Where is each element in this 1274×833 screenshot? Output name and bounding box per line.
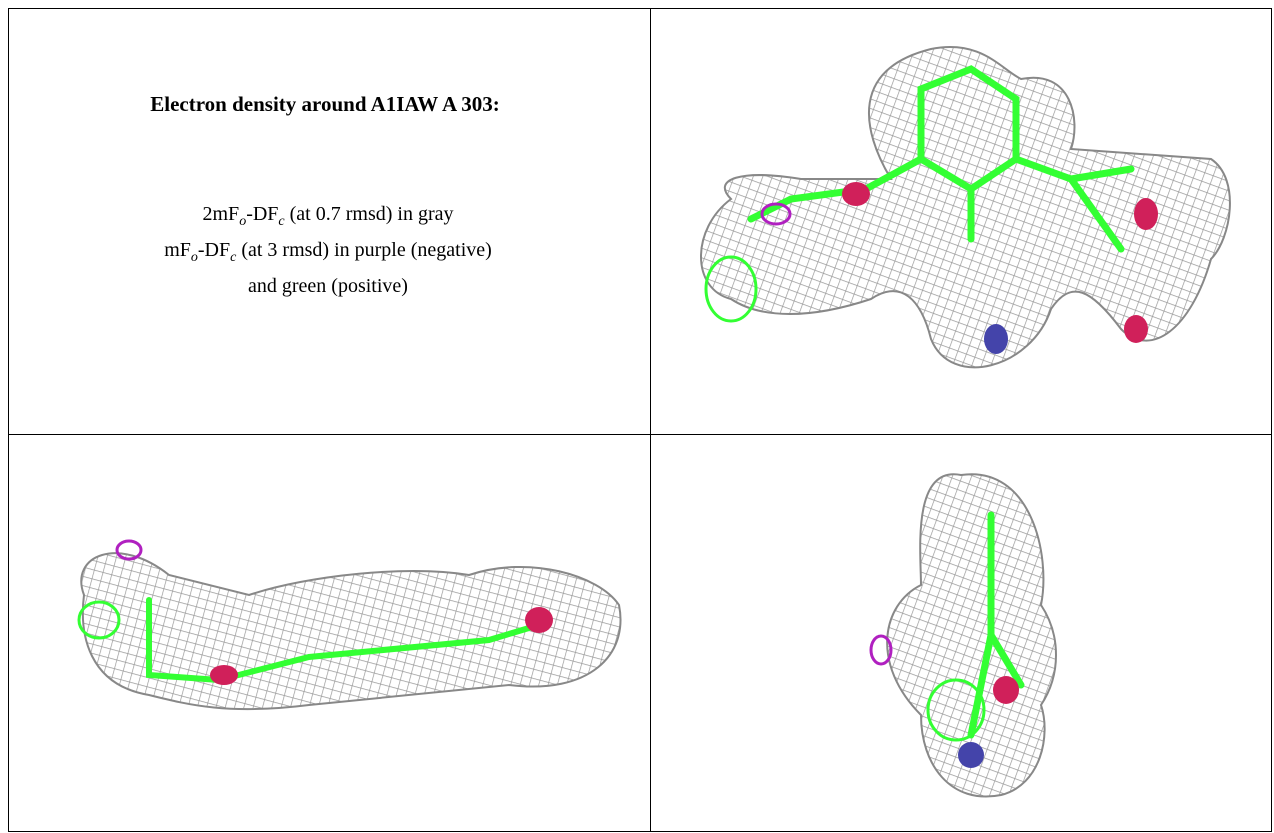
text-run: 2mF [203, 203, 240, 225]
text-run: (at 3 rmsd) in purple (negative) [236, 239, 491, 261]
text-run: (at 0.7 rmsd) in gray [285, 203, 454, 225]
text-run: -DF [246, 203, 278, 225]
caption-title: Electron density around A1IAW A 303: [0, 92, 650, 117]
caption-line: and green (positive) [0, 272, 656, 300]
oxygen [842, 182, 870, 206]
page: Electron density around A1IAW A 303: 2mF… [0, 0, 1274, 833]
caption-line: mFo-DFc (at 3 rmsd) in purple (negative) [0, 236, 656, 272]
oxygen [1134, 198, 1158, 230]
nitrogen [984, 324, 1008, 354]
oxygen [525, 607, 553, 633]
text-run: mF [164, 239, 191, 261]
density-view-top [651, 9, 1271, 433]
text-run: and green (positive) [248, 275, 408, 297]
density-view-side [9, 435, 649, 831]
oxygen [993, 676, 1019, 704]
text-run: -DF [198, 239, 230, 261]
oxygen [210, 665, 238, 685]
nitrogen [958, 742, 984, 768]
oxygen [1124, 315, 1148, 343]
caption-line: 2mFo-DFc (at 0.7 rmsd) in gray [0, 200, 656, 236]
subscript: o [191, 250, 198, 265]
density-view-end [651, 435, 1271, 831]
